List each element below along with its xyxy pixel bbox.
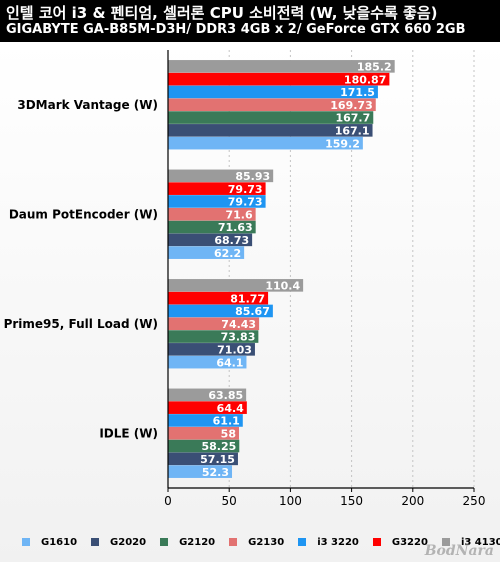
chart-header: 인텔 코어 i3 & 펜티엄, 셀러론 CPU 소비전력 (W, 낮을수록 좋음…	[0, 0, 500, 42]
data-label: 74.43	[221, 318, 256, 331]
data-label: 58.25	[202, 440, 237, 453]
data-label: 52.3	[202, 466, 229, 479]
bar	[168, 124, 373, 137]
legend-label: i3 3220	[317, 536, 359, 548]
data-label: 73.83	[221, 331, 256, 344]
x-tick-label: 50	[222, 494, 237, 508]
bar	[168, 233, 253, 247]
legend-swatch	[298, 538, 307, 546]
bar	[168, 279, 304, 292]
data-label: 171.5	[340, 86, 375, 99]
data-label: 85.67	[235, 305, 270, 318]
data-label: 85.93	[235, 170, 270, 183]
bar	[168, 330, 259, 343]
bar	[168, 317, 260, 331]
x-tick-label: 150	[340, 494, 363, 508]
legend-item: G1610	[22, 537, 77, 548]
bar	[168, 246, 245, 259]
category-label: 3DMark Vantage (W)	[17, 98, 158, 112]
bar	[168, 220, 256, 234]
data-label: 159.2	[325, 137, 360, 150]
data-label: 167.1	[335, 124, 370, 137]
bar	[168, 60, 395, 73]
bar	[168, 304, 273, 318]
legend-swatch	[160, 538, 169, 546]
x-tick-label: 0	[164, 494, 172, 508]
legend-label: G2020	[110, 536, 147, 548]
data-label: 185.2	[357, 60, 392, 73]
legend-swatch	[229, 538, 238, 546]
bar	[168, 136, 363, 150]
bar	[168, 343, 255, 356]
legend-item: G3220	[372, 536, 428, 548]
legend-item: G2120	[160, 537, 215, 548]
legend-item: G2020	[91, 537, 146, 548]
legend-swatch	[91, 538, 100, 546]
bar	[168, 388, 247, 402]
bar	[168, 465, 233, 478]
legend-swatch	[22, 538, 30, 546]
data-label: 81.77	[230, 292, 265, 305]
data-label: 71.03	[217, 343, 252, 356]
bar	[168, 72, 390, 86]
bar	[168, 98, 376, 112]
data-label: 71.6	[225, 208, 252, 221]
bar	[168, 207, 256, 221]
category-label: Prime95, Full Load (W)	[4, 317, 158, 331]
legend-item: i3 4130	[441, 536, 500, 548]
bar	[168, 195, 266, 208]
data-label: 68.73	[214, 234, 249, 247]
data-label: 63.85	[208, 389, 243, 402]
bar	[168, 401, 247, 414]
data-label: 110.4	[265, 279, 300, 292]
category-label: Daum PotEncoder (W)	[9, 207, 158, 221]
data-label: 180.87	[344, 73, 386, 86]
legend-label: G1610	[41, 536, 78, 548]
legend-label: i3 4130	[460, 536, 500, 548]
bar	[168, 414, 243, 427]
bar	[168, 355, 247, 369]
bar	[168, 291, 269, 305]
legend: G1610 G2020 G2120 G2130 i3 3220 G3220 i3 4130	[22, 535, 500, 549]
data-label: 58	[221, 427, 236, 440]
bar	[168, 452, 238, 466]
x-tick-label: 200	[401, 494, 424, 508]
data-label: 64.1	[216, 356, 243, 369]
chart-title: 인텔 코어 i3 & 펜티엄, 셀러론 CPU 소비전력 (W, 낮을수록 좋음…	[6, 4, 438, 22]
legend-label: G2120	[179, 536, 216, 548]
data-label: 57.15	[200, 453, 235, 466]
data-label: 61.1	[213, 415, 240, 428]
data-label: 62.2	[214, 247, 241, 260]
x-tick-label: 100	[279, 494, 302, 508]
legend-label: G2130	[248, 536, 285, 548]
data-label: 79.73	[228, 183, 263, 196]
data-label: 79.73	[228, 196, 263, 209]
bar	[168, 85, 378, 99]
legend-swatch	[372, 538, 381, 546]
bar	[168, 426, 239, 440]
x-tick-label: 250	[463, 494, 486, 508]
data-label: 64.4	[217, 402, 244, 415]
data-label: 71.63	[218, 221, 253, 234]
bar	[168, 111, 374, 124]
bar	[168, 182, 266, 195]
bar	[168, 439, 240, 453]
legend-item: G2130	[229, 537, 284, 548]
category-label: IDLE (W)	[99, 426, 158, 440]
legend-item: i3 3220	[298, 537, 359, 548]
data-label: 167.7	[335, 112, 370, 125]
data-label: 169.73	[330, 99, 372, 112]
bar	[168, 169, 274, 183]
watermark-logo: BodNara	[424, 543, 494, 559]
legend-label: G3220	[391, 536, 428, 548]
chart-subtitle: GIGABYTE GA-B85M-D3H/ DDR3 4GB x 2/ GeFo…	[6, 22, 466, 37]
legend-swatch	[441, 538, 450, 546]
